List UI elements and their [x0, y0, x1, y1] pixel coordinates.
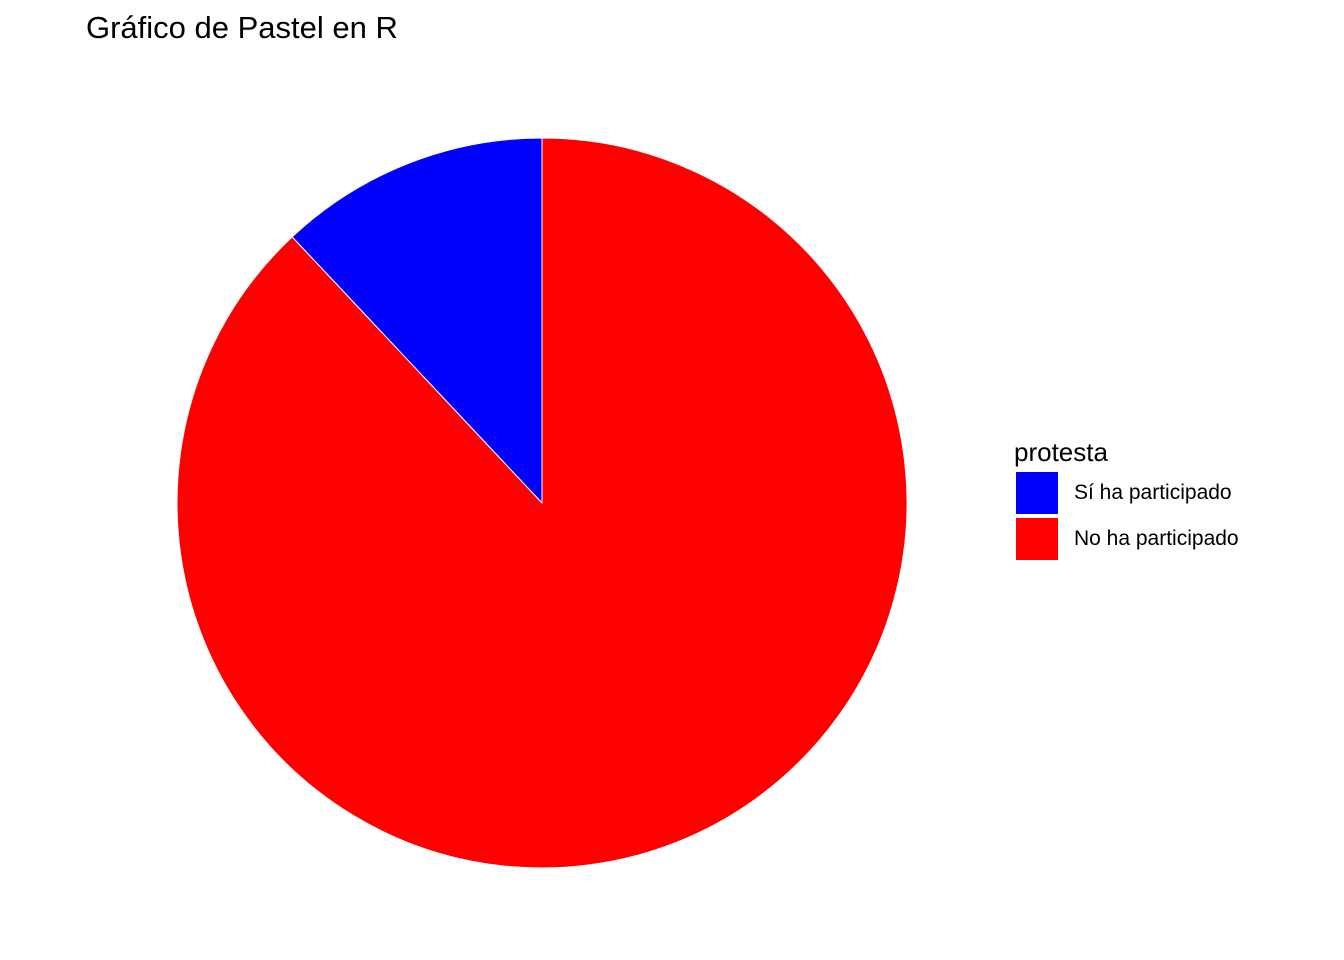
pie-slices — [176, 137, 908, 869]
legend-label-si-ha-participado: Sí ha participado — [1074, 481, 1232, 504]
legend-item-no-ha-participado: No ha participado — [1014, 516, 1239, 562]
pie-slice-1 — [176, 137, 908, 869]
legend: protesta Sí ha participado No ha partici… — [1014, 434, 1239, 562]
chart-title: Gráfico de Pastel en R — [86, 10, 398, 45]
pie-slice-0 — [291, 137, 543, 505]
legend-item-si-ha-participado: Sí ha participado — [1014, 470, 1239, 516]
legend-key-si-ha-participado — [1016, 472, 1058, 514]
legend-title: protesta — [1014, 437, 1108, 467]
legend-label-no-ha-participado: No ha participado — [1074, 527, 1239, 550]
legend-key-no-ha-participado — [1016, 518, 1058, 560]
